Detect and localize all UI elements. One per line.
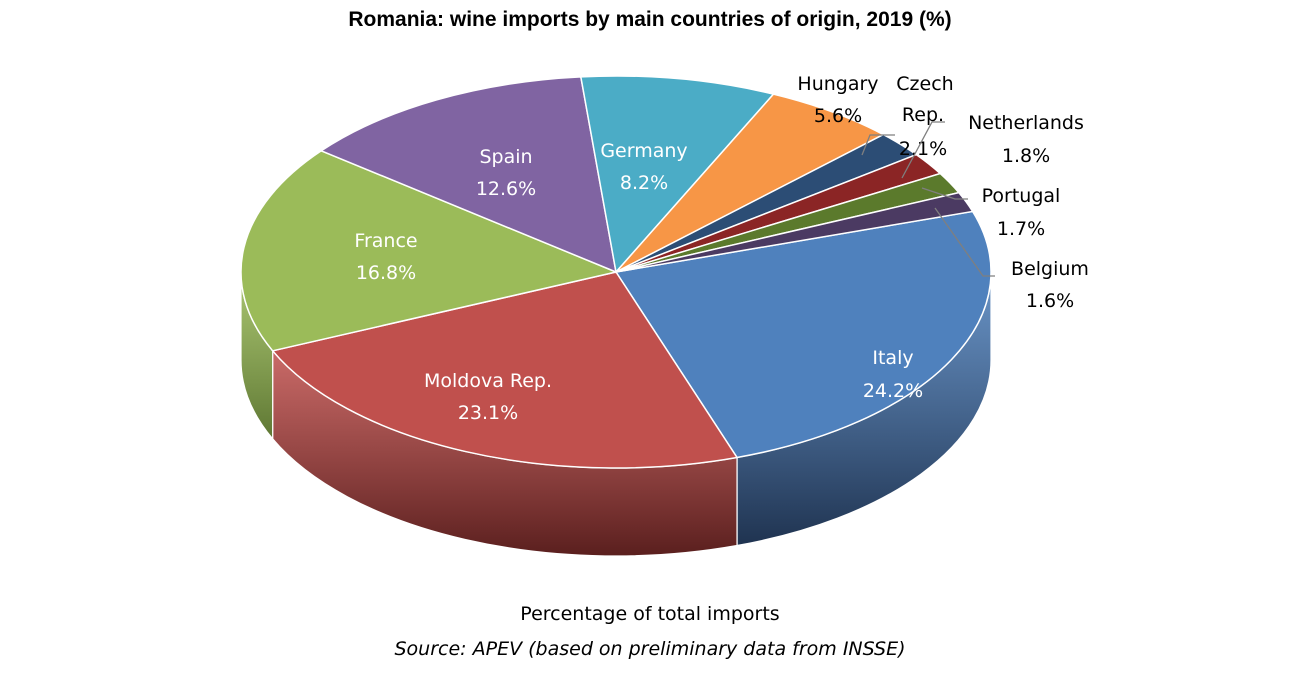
slice-value-france: 16.8%: [356, 262, 416, 284]
slice-label-czech-rep-line1: Czech: [896, 73, 953, 95]
pie-slice-spain: [319, 76, 617, 274]
slice-value-germany: 8.2%: [620, 172, 668, 194]
slice-value-moldova-rep: 23.1%: [458, 402, 518, 424]
slice-label-germany: Germany: [600, 140, 687, 162]
chart-source: Source: APEV (based on preliminary data …: [394, 638, 906, 660]
slice-value-belgium: 1.6%: [1026, 290, 1074, 312]
pie-slice-moldova-rep: [271, 271, 739, 469]
slice-value-netherlands: 1.8%: [1002, 145, 1050, 167]
leader-line-belgium: [934, 207, 995, 277]
chart-title: Romania: wine imports by main countries …: [348, 8, 952, 31]
pie-labels: Italy 24.2% Moldova Rep. 23.1% France 16.8% Sp…: [354, 73, 1089, 424]
pie-slice-germany: [579, 75, 775, 274]
pie-slice-belgium: [615, 191, 974, 273]
slice-label-netherlands: Netherlands: [968, 112, 1084, 134]
slice-label-belgium: Belgium: [1011, 258, 1089, 280]
slice-label-czech-rep-line2: Rep.: [902, 104, 944, 126]
pie-chart-svg: Italy 24.2% Moldova Rep. 23.1% France 16.8% Sp…: [240, 73, 1089, 557]
slice-value-portugal: 1.7%: [997, 218, 1045, 240]
pie-slice-france: [240, 149, 619, 352]
slice-label-italy: Italy: [872, 347, 913, 369]
slice-label-france: France: [354, 230, 417, 252]
chart-subtitle: Percentage of total imports: [520, 603, 780, 625]
slice-value-italy: 24.2%: [863, 380, 923, 402]
slice-label-hungary: Hungary: [797, 73, 878, 95]
slice-value-hungary: 5.6%: [814, 105, 862, 127]
slice-label-moldova-rep: Moldova Rep.: [424, 370, 552, 392]
slice-label-spain: Spain: [479, 146, 532, 168]
pie-top-faces: [240, 75, 992, 469]
leader-line-czech-rep: [861, 134, 895, 156]
pie-slice-italy: [614, 210, 992, 459]
leader-line-netherlands: [901, 121, 945, 179]
slice-value-spain: 12.6%: [476, 178, 536, 200]
slice-value-czech-rep: 2.1%: [899, 138, 947, 160]
pie-slice-hungary: [615, 93, 885, 273]
leader-line-portugal: [921, 187, 968, 200]
slice-label-portugal: Portugal: [982, 185, 1061, 207]
